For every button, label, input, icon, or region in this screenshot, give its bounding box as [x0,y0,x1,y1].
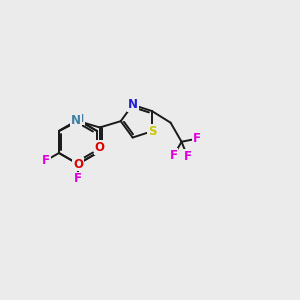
Text: O: O [73,158,83,170]
Text: S: S [148,125,156,138]
Text: H: H [75,114,84,124]
Text: N: N [128,98,138,111]
Text: F: F [74,172,82,185]
Text: N: N [70,114,81,127]
Text: F: F [184,150,191,163]
Text: F: F [169,149,178,162]
Text: O: O [95,141,105,154]
Text: F: F [42,154,50,167]
Text: F: F [193,132,200,145]
